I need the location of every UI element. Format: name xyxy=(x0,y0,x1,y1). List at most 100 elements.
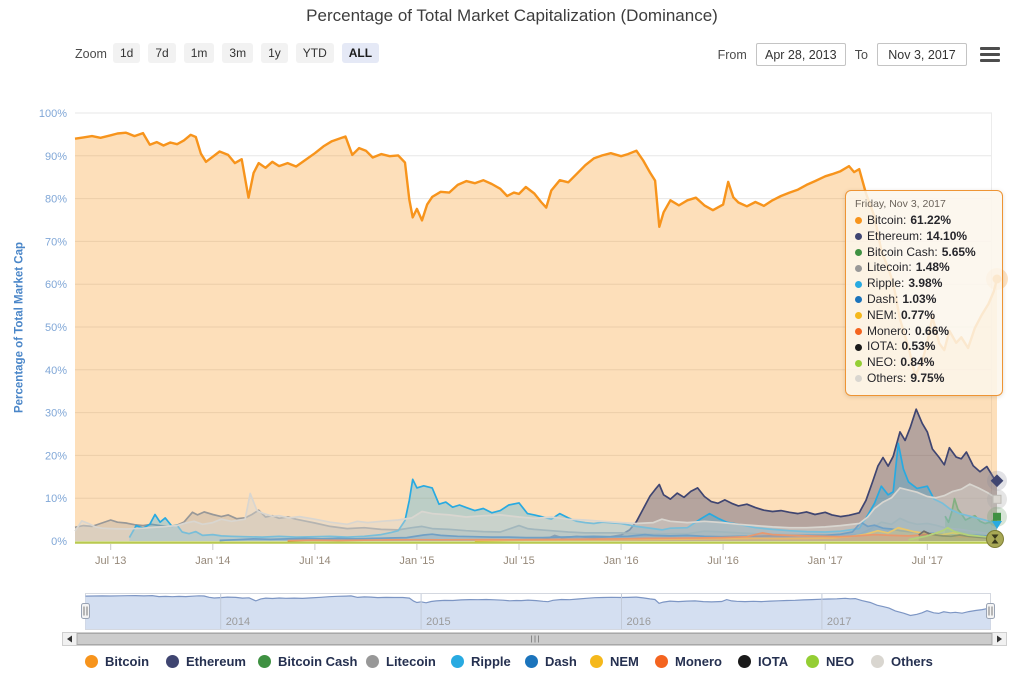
legend-label: Bitcoin xyxy=(105,654,150,669)
range-button-7d[interactable]: 7d xyxy=(148,43,176,63)
legend-item-ethereum[interactable]: Ethereum xyxy=(166,654,246,669)
ethereum-line xyxy=(540,408,998,541)
tooltip-row: Dash: 1.03% xyxy=(855,292,993,308)
legend-item-neo[interactable]: NEO xyxy=(806,654,854,669)
y-axis-tick-label: 20% xyxy=(45,450,67,462)
nem-area xyxy=(474,527,997,541)
series-bullet-icon xyxy=(855,296,862,304)
legend-label: IOTA xyxy=(758,654,789,669)
series-bullet-icon xyxy=(855,375,862,383)
tooltip-series-name: NEO: xyxy=(867,355,897,370)
tooltip-date: Friday, Nov 3, 2017 xyxy=(855,198,946,210)
legend-item-dash[interactable]: Dash xyxy=(525,654,577,669)
tooltip-series-value: 1.48% xyxy=(915,260,950,275)
series-bullet-icon xyxy=(855,359,862,367)
tooltip-series-value: 0.53% xyxy=(901,339,936,354)
chart-tooltip: Friday, Nov 3, 2017 Bitcoin: 61.22% Ethere… xyxy=(845,190,1003,396)
series-bullet-icon xyxy=(855,343,862,351)
tooltip-series-value: 61.22% xyxy=(910,213,952,227)
tooltip-series-value: 9.75% xyxy=(910,370,945,385)
y-axis-tick-label: 100% xyxy=(39,108,67,120)
tooltip-series-name: Bitcoin: xyxy=(867,213,907,227)
x-axis-tick-label: Jan '15 xyxy=(399,555,434,567)
neo-area xyxy=(908,527,997,541)
legend-label: NEO xyxy=(826,654,855,669)
series-bullet-icon xyxy=(855,217,862,225)
tooltip-row: Others: 9.75% xyxy=(855,371,993,387)
bitcoin-cash-line xyxy=(944,497,998,525)
tooltip-series-value: 5.65% xyxy=(941,244,976,259)
range-button-ytd[interactable]: YTD xyxy=(295,43,334,63)
y-axis-tick-label: 0% xyxy=(51,536,67,548)
y-axis-tick-label: 60% xyxy=(45,279,67,291)
legend-item-bitcoin[interactable]: Bitcoin xyxy=(85,654,149,669)
scroll-right-button[interactable] xyxy=(992,632,1007,646)
range-button-1m[interactable]: 1m xyxy=(183,43,215,63)
navigator-left-handle[interactable] xyxy=(81,603,90,619)
navigator-year-label: 2017 xyxy=(827,616,851,628)
to-label: To xyxy=(854,47,868,62)
from-date-input[interactable] xyxy=(755,43,846,66)
legend-item-bitcoin-cash[interactable]: Bitcoin Cash xyxy=(258,654,357,669)
legend-swatch-icon xyxy=(525,655,538,668)
y-axis-tick-label: 50% xyxy=(45,322,67,334)
y-axis-tick-label: 70% xyxy=(45,236,67,248)
x-axis-tick-label: Jan '17 xyxy=(808,555,843,567)
legend-item-others[interactable]: Others xyxy=(871,654,933,669)
legend-swatch-icon xyxy=(871,655,884,668)
bitcoin-area xyxy=(75,132,997,541)
to-date-input[interactable] xyxy=(877,43,967,66)
tooltip-series-name: Ethereum: xyxy=(867,228,923,243)
tooltip-series-name: Bitcoin Cash: xyxy=(867,244,938,259)
series-bullet-icon xyxy=(855,327,862,335)
series-bullet-icon xyxy=(855,312,862,320)
arrow-left-icon xyxy=(67,635,72,643)
tooltip-row: Bitcoin Cash: 5.65% xyxy=(855,245,993,261)
navigator-right-handle[interactable] xyxy=(986,603,995,619)
range-button-1d[interactable]: 1d xyxy=(113,43,141,63)
legend-item-iota[interactable]: IOTA xyxy=(738,654,788,669)
date-range-controls: From To xyxy=(718,43,1000,66)
navigator-year-label: 2016 xyxy=(627,616,651,628)
bitcoin-cash-area xyxy=(945,498,997,541)
neo-line xyxy=(908,526,998,541)
x-axis-tick-label: Jul '14 xyxy=(299,555,330,567)
legend-item-nem[interactable]: NEM xyxy=(590,654,639,669)
y-axis-tick-label: 90% xyxy=(45,151,67,163)
navigator-year-label: 2014 xyxy=(226,616,250,628)
tooltip-series-name: NEM: xyxy=(867,307,897,322)
legend-item-monero[interactable]: Monero xyxy=(655,654,722,669)
range-button-3m[interactable]: 3m xyxy=(222,43,254,63)
legend-label: NEM xyxy=(610,654,639,669)
navigator-area xyxy=(85,595,991,629)
tooltip-series-value: 14.10% xyxy=(926,228,968,243)
series-bullet-icon xyxy=(855,233,862,241)
legend-swatch-icon xyxy=(451,655,464,668)
scroll-left-button[interactable] xyxy=(62,632,77,646)
from-label: From xyxy=(717,47,747,62)
menu-icon[interactable] xyxy=(980,47,1000,62)
legend-swatch-icon xyxy=(738,655,751,668)
legend-item-ripple[interactable]: Ripple xyxy=(451,654,511,669)
range-button-all[interactable]: ALL xyxy=(341,43,380,63)
legend-label: Bitcoin Cash xyxy=(278,654,358,669)
legend-swatch-icon xyxy=(366,655,379,668)
series-bullet-icon xyxy=(855,264,862,272)
tooltip-series-name: Ripple: xyxy=(867,276,905,291)
legend-swatch-icon xyxy=(85,655,98,668)
tooltip-series-value: 0.66% xyxy=(915,323,950,338)
range-button-1y[interactable]: 1y xyxy=(261,43,288,63)
chart-title: Percentage of Total Market Capitalizatio… xyxy=(306,6,718,25)
y-axis-tick-label: 40% xyxy=(45,365,67,377)
x-axis-tick-label: Jan '14 xyxy=(195,555,230,567)
monero-area xyxy=(287,532,998,541)
legend-item-litecoin[interactable]: Litecoin xyxy=(366,654,436,669)
litecoin-line xyxy=(74,509,998,537)
bitcoin-cash-end-marker xyxy=(993,512,1001,521)
x-axis-tick-label: Jul '13 xyxy=(95,555,126,567)
others-end-marker xyxy=(992,494,1002,504)
tooltip-row: NEM: 0.77% xyxy=(855,308,993,324)
litecoin-area xyxy=(75,510,997,541)
